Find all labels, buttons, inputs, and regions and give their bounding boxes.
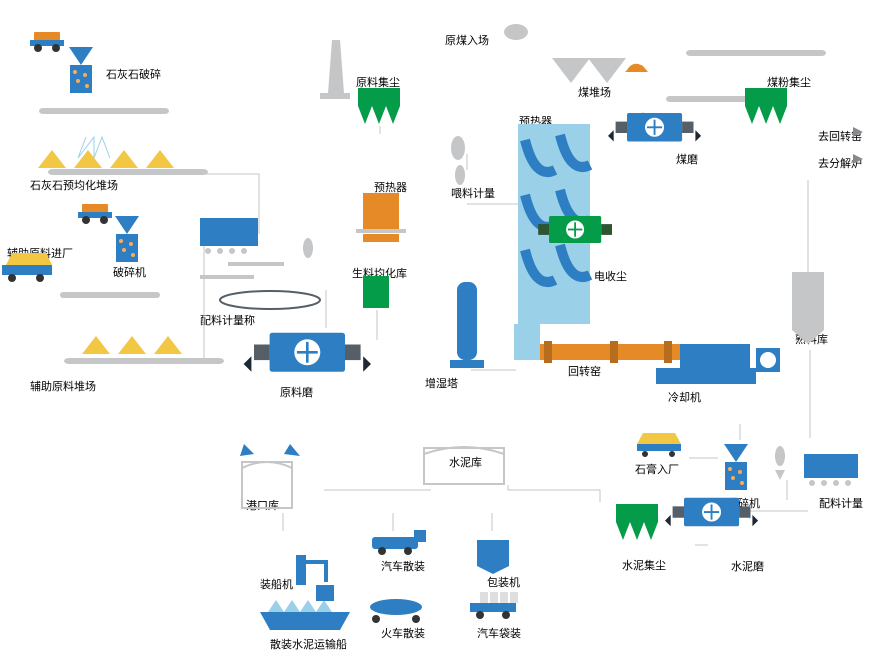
diagram-svg bbox=[0, 0, 879, 647]
